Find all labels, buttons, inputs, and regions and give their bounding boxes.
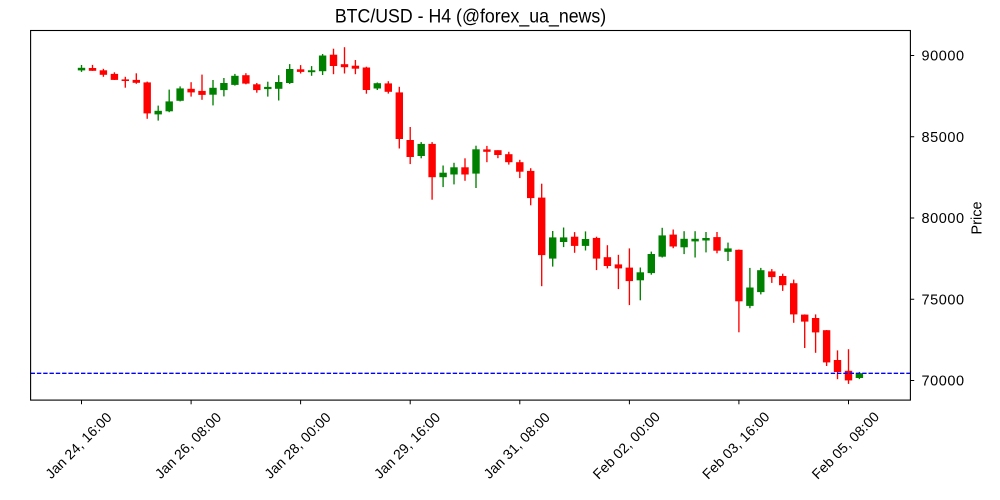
svg-text:70000: 70000: [922, 374, 965, 390]
svg-text:75000: 75000: [922, 292, 965, 308]
svg-text:90000: 90000: [922, 49, 965, 65]
svg-text:80000: 80000: [922, 211, 965, 227]
svg-text:Price: Price: [970, 201, 986, 234]
svg-text:BTC/USD - H4 (@forex_ua_news): BTC/USD - H4 (@forex_ua_news): [335, 5, 606, 28]
svg-text:85000: 85000: [922, 130, 965, 146]
